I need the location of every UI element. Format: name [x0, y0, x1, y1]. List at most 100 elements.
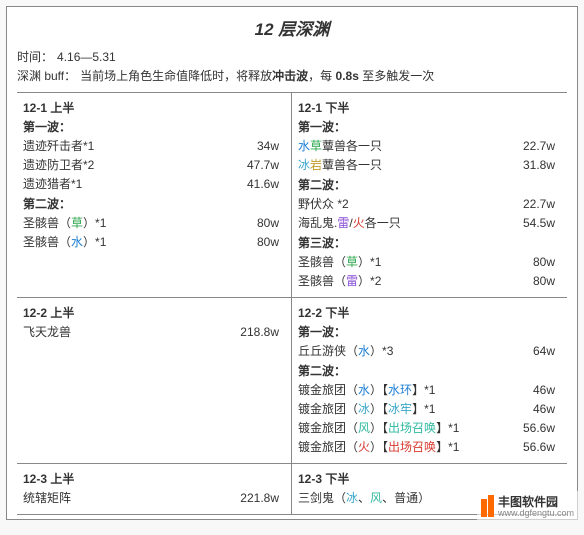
enemy-row: 镀金旅团（风）【出场召唤】*156.6w	[298, 419, 561, 437]
hp-value: 22.7w	[501, 137, 561, 155]
enemy-name: 海乱鬼.雷/火各一只	[298, 214, 501, 232]
enemy-row: 遗迹猎者*1 41.6w	[23, 175, 285, 193]
text-fragment: 各一只	[365, 216, 401, 230]
buff-interval: 0.8s	[336, 69, 359, 83]
enemy-row: 冰岩蕈兽各一只31.8w	[298, 156, 561, 174]
grid-cell: 12-2 下半第一波：丘丘游侠（水）*364w第二波：镀金旅团（水）【水环】*1…	[292, 298, 567, 464]
enemy-row: 丘丘游侠（水）*364w	[298, 342, 561, 360]
hp-value: 22.7w	[501, 195, 561, 213]
hp-value: 41.6w	[225, 175, 285, 193]
enemy-name: 野伏众 *2	[298, 195, 501, 213]
text-fragment: 火	[358, 440, 370, 454]
hp-value: 221.8w	[225, 489, 285, 507]
text-fragment: 圣骸兽（	[23, 216, 71, 230]
text-fragment: 镀金旅团（	[298, 402, 358, 416]
wave-label: 第二波：	[298, 176, 561, 193]
text-fragment: 出场召唤	[388, 421, 436, 435]
text-fragment: 】*1	[412, 402, 435, 416]
text-fragment: 火	[353, 216, 365, 230]
watermark-url: www.dgfengtu.com	[498, 508, 574, 518]
enemy-row: 圣骸兽（草）*180w	[298, 253, 561, 271]
meta-buff: 深渊 buff： 当前场上角色生命值降低时，将释放冲击波，每 0.8s 至多触发一…	[17, 67, 567, 84]
enemy-name: 镀金旅团（水）【水环】*1	[298, 381, 501, 399]
enemy-name: 丘丘游侠（水）*3	[298, 342, 501, 360]
buff-pre: 当前场上角色生命值降低时，将释放	[80, 69, 272, 83]
text-fragment: 镀金旅团（	[298, 383, 358, 397]
enemy-name: 镀金旅团（火）【出场召唤】*1	[298, 438, 501, 456]
cell-header: 12-3 上半	[23, 470, 285, 487]
enemy-name: 遗迹歼击者*1	[23, 137, 225, 155]
text-fragment: 圣骸兽（	[298, 274, 346, 288]
enemy-name: 圣骸兽（草）*1	[298, 253, 501, 271]
enemy-row: 遗迹歼击者*134w	[23, 137, 285, 155]
text-fragment: 遗迹猎者*1	[23, 177, 82, 191]
watermark-logo-icon	[481, 495, 494, 517]
enemy-row: 飞天龙兽218.8w	[23, 323, 285, 341]
text-fragment: 圣骸兽（	[23, 235, 71, 249]
hp-value: 54.5w	[501, 214, 561, 232]
text-fragment: 雷	[337, 216, 349, 230]
text-fragment: ）【	[370, 421, 388, 435]
grid-cell: 12-1 下半第一波：水草蕈兽各一只22.7w冰岩蕈兽各一只31.8w第二波：野…	[292, 93, 567, 298]
abyss-sheet: 12 层深渊 时间：4.16—5.31 深渊 buff：当前场上角色生命值降低时…	[6, 6, 578, 520]
buff-label: 深渊 buff：	[17, 69, 76, 83]
text-fragment: 草	[71, 216, 83, 230]
text-fragment: 水	[358, 344, 370, 358]
buff-post: 至多触发一次	[359, 69, 434, 83]
text-fragment: 圣骸兽（	[298, 255, 346, 269]
text-fragment: 水	[358, 383, 370, 397]
hp-value: 34w	[225, 137, 285, 155]
text-fragment: 冰	[358, 402, 370, 416]
enemy-name: 遗迹猎者*1	[23, 175, 225, 193]
hp-value: 56.6w	[501, 438, 561, 456]
enemy-row: 圣骸兽（草）*1 80w	[23, 214, 285, 232]
enemy-name: 统辖矩阵	[23, 489, 225, 507]
hp-value: 80w	[225, 233, 285, 251]
enemy-row: 圣骸兽（雷）*280w	[298, 272, 561, 290]
wave-label: 第一波：	[23, 118, 285, 135]
enemy-row: 水草蕈兽各一只22.7w	[298, 137, 561, 155]
enemy-name: 圣骸兽（雷）*2	[298, 272, 501, 290]
enemy-name: 三剑鬼（冰、风、普通）	[298, 489, 501, 507]
enemy-name: 飞天龙兽	[23, 323, 225, 341]
cell-header: 12-3 下半	[298, 470, 561, 487]
text-fragment: 冰牢	[388, 402, 412, 416]
enemy-row: 野伏众 *222.7w	[298, 195, 561, 213]
hp-value: 80w	[501, 272, 561, 290]
enemy-name: 冰岩蕈兽各一只	[298, 156, 501, 174]
text-fragment: 三剑鬼（	[298, 491, 346, 505]
grid-cell: 12-1 上半第一波：遗迹歼击者*134w遗迹防卫者*247.7w遗迹猎者*14…	[17, 93, 292, 298]
text-fragment: 、	[358, 491, 370, 505]
text-fragment: 】*1	[436, 440, 459, 454]
buff-mid: ，每	[308, 69, 335, 83]
enemy-row: 镀金旅团（火）【出场召唤】*156.6w	[298, 438, 561, 456]
text-fragment: 丘丘游侠（	[298, 344, 358, 358]
text-fragment: 水	[298, 139, 310, 153]
text-fragment: 蕈兽各一只	[322, 158, 382, 172]
hp-value: 64w	[501, 342, 561, 360]
grid-cell: 12-3 上半统辖矩阵221.8w	[17, 464, 292, 515]
text-fragment: ）*1	[83, 235, 106, 249]
grid-cell: 12-2 上半飞天龙兽218.8w	[17, 298, 292, 464]
enemy-name: 镀金旅团（风）【出场召唤】*1	[298, 419, 501, 437]
text-fragment: ）【	[370, 440, 388, 454]
text-fragment: 飞天龙兽	[23, 325, 71, 339]
watermark-name: 丰图软件园	[498, 495, 558, 509]
enemy-row: 镀金旅团（冰）【冰牢】*146w	[298, 400, 561, 418]
cell-header: 12-1 下半	[298, 99, 561, 116]
enemy-row: 统辖矩阵221.8w	[23, 489, 285, 507]
hp-value: 80w	[225, 214, 285, 232]
text-fragment: 出场召唤	[388, 440, 436, 454]
text-fragment: 镀金旅团（	[298, 421, 358, 435]
text-fragment: 】*1	[436, 421, 459, 435]
text-fragment: 风	[358, 421, 370, 435]
enemy-row: 圣骸兽（水）*180w	[23, 233, 285, 251]
text-fragment: ）*1	[83, 216, 106, 230]
hp-value: 46w	[501, 400, 561, 418]
buff-key: 冲击波	[272, 69, 308, 83]
enemy-name: 镀金旅团（冰）【冰牢】*1	[298, 400, 501, 418]
hp-value: 80w	[501, 253, 561, 271]
time-label: 时间：	[17, 50, 53, 64]
text-fragment: 草	[310, 139, 322, 153]
time-value: 4.16—5.31	[57, 50, 116, 64]
